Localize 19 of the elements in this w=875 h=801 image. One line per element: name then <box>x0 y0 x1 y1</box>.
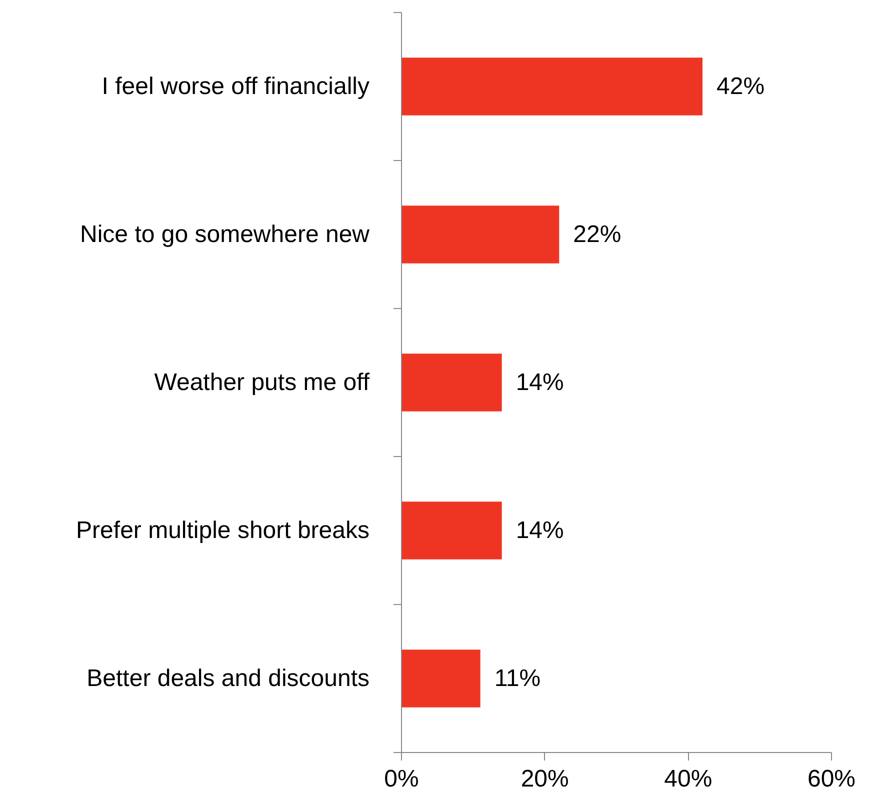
bar <box>402 502 502 560</box>
x-tick-label: 60% <box>807 766 856 792</box>
data-label: 11% <box>494 665 541 692</box>
x-tick-label: 20% <box>520 766 569 792</box>
y-tick-label: I feel worse off financially <box>102 73 370 100</box>
y-tick-label: Prefer multiple short breaks <box>76 517 370 544</box>
bar <box>402 354 502 412</box>
bar <box>402 206 560 264</box>
bar <box>402 58 702 116</box>
data-label: 22% <box>573 221 622 248</box>
data-label: 14% <box>516 369 564 396</box>
x-tick-label: 0% <box>384 766 419 792</box>
x-tick-label: 40% <box>664 766 712 792</box>
y-tick-label: Better deals and discounts <box>86 665 370 692</box>
y-tick-label: Weather puts me off <box>154 369 370 396</box>
data-label: 14% <box>516 517 564 544</box>
y-tick-label: Nice to go somewhere new <box>80 221 370 248</box>
data-label: 42% <box>716 73 765 100</box>
bar <box>402 650 480 708</box>
